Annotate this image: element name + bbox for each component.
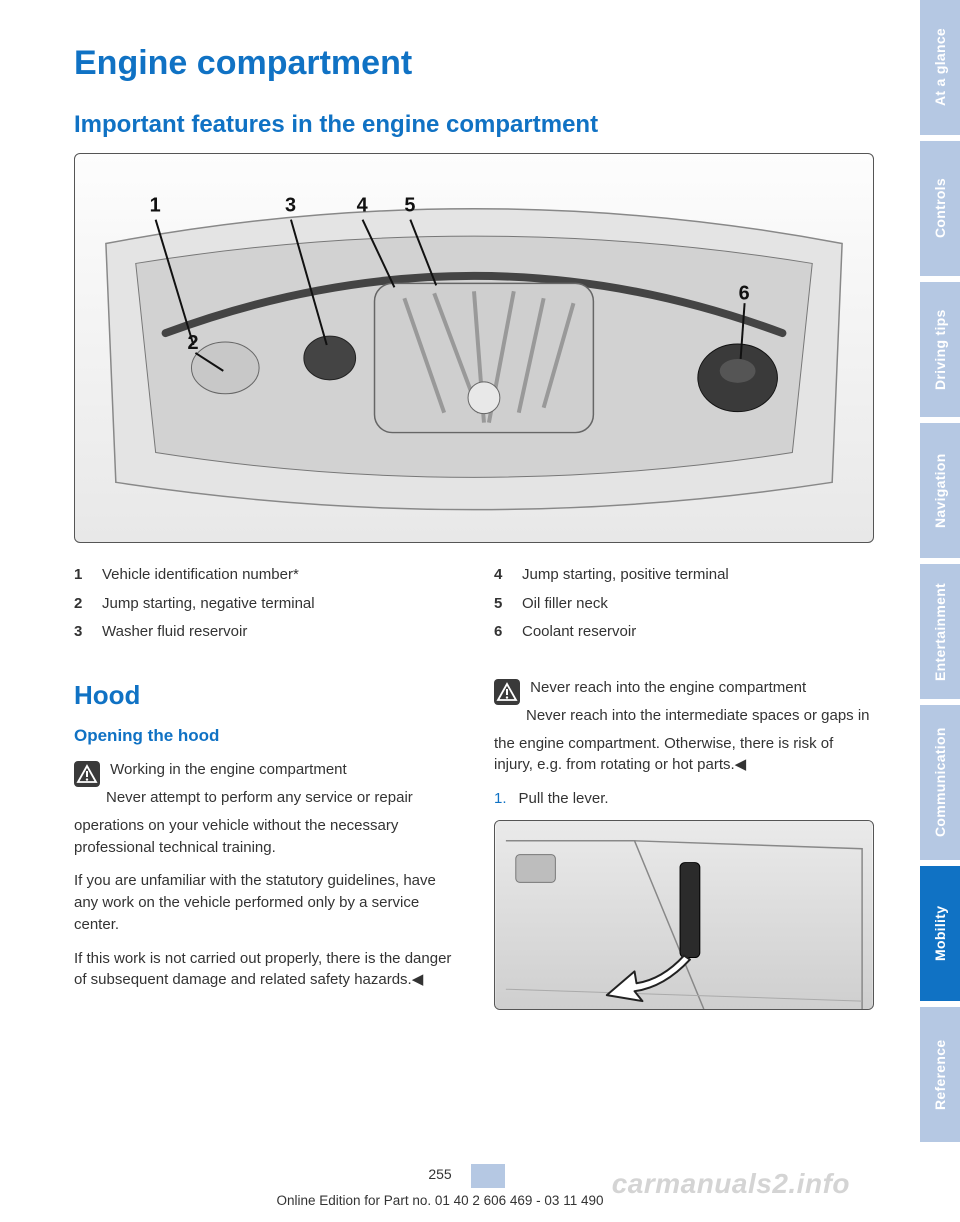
content-area: Engine compartment Important features in… [74, 44, 874, 1010]
para-statutory: If you are unfamiliar with the statutory… [74, 870, 454, 935]
tab-reference[interactable]: Reference [920, 1007, 960, 1142]
svg-text:3: 3 [285, 195, 296, 217]
engine-compartment-figure: 1 2 3 4 5 6 [74, 153, 874, 543]
section-heading: Important features in the engine compart… [74, 111, 874, 139]
steps-list: 1. Pull the lever. [494, 788, 874, 810]
svg-text:4: 4 [357, 195, 368, 217]
warning-icon [74, 761, 100, 787]
svg-text:6: 6 [739, 282, 750, 304]
tab-navigation[interactable]: Navigation [920, 423, 960, 558]
tab-at-a-glance[interactable]: At a glance [920, 0, 960, 135]
svg-text:5: 5 [404, 195, 415, 217]
opening-hood-heading: Opening the hood [74, 724, 454, 749]
warning-never-reach: Never reach into the engine compartment … [494, 677, 874, 777]
hood-lever-figure [494, 820, 874, 1010]
figure-legend: 1 Vehicle identification number* 2 Jump … [74, 561, 874, 647]
tab-driving-tips[interactable]: Driving tips [920, 282, 960, 417]
tab-communication[interactable]: Communication [920, 705, 960, 860]
page-title: Engine compartment [74, 44, 874, 83]
warn1-body: Never attempt to perform any service or … [74, 789, 413, 856]
legend-item-4: 4 Jump starting, positive terminal [494, 561, 874, 590]
right-column: Never reach into the engine compartment … [494, 677, 874, 1010]
sidebar-tabs: At a glance Controls Driving tips Naviga… [920, 0, 960, 1222]
hood-heading: Hood [74, 677, 454, 715]
warning-icon [494, 679, 520, 705]
legend-item-1: 1 Vehicle identification number* [74, 561, 454, 590]
left-column: Hood Opening the hood Working in the eng… [74, 677, 454, 1010]
tab-entertainment[interactable]: Entertainment [920, 564, 960, 699]
warning-working-in-engine: Working in the engine compartment Never … [74, 759, 454, 859]
step-1: 1. Pull the lever. [494, 788, 874, 810]
legend-item-6: 6 Coolant reservoir [494, 618, 874, 647]
svg-text:1: 1 [150, 195, 161, 217]
legend-item-3: 3 Washer fluid reservoir [74, 618, 454, 647]
tab-controls[interactable]: Controls [920, 141, 960, 276]
tab-mobility[interactable]: Mobility [920, 866, 960, 1001]
page: At a glance Controls Driving tips Naviga… [0, 0, 960, 1222]
footer-line: Online Edition for Part no. 01 40 2 606 … [0, 1193, 880, 1208]
legend-item-5: 5 Oil filler neck [494, 590, 874, 619]
warn1-title: Working in the engine compartment [110, 761, 347, 778]
page-number: 255 [0, 1166, 880, 1182]
legend-item-2: 2 Jump starting, negative terminal [74, 590, 454, 619]
svg-text:2: 2 [187, 332, 198, 354]
warn2-title: Never reach into the engine compartment [530, 679, 806, 696]
para-not-carried-out: If this work is not carried out properly… [74, 948, 454, 992]
warn2-body: Never reach into the intermediate spaces… [494, 707, 870, 774]
